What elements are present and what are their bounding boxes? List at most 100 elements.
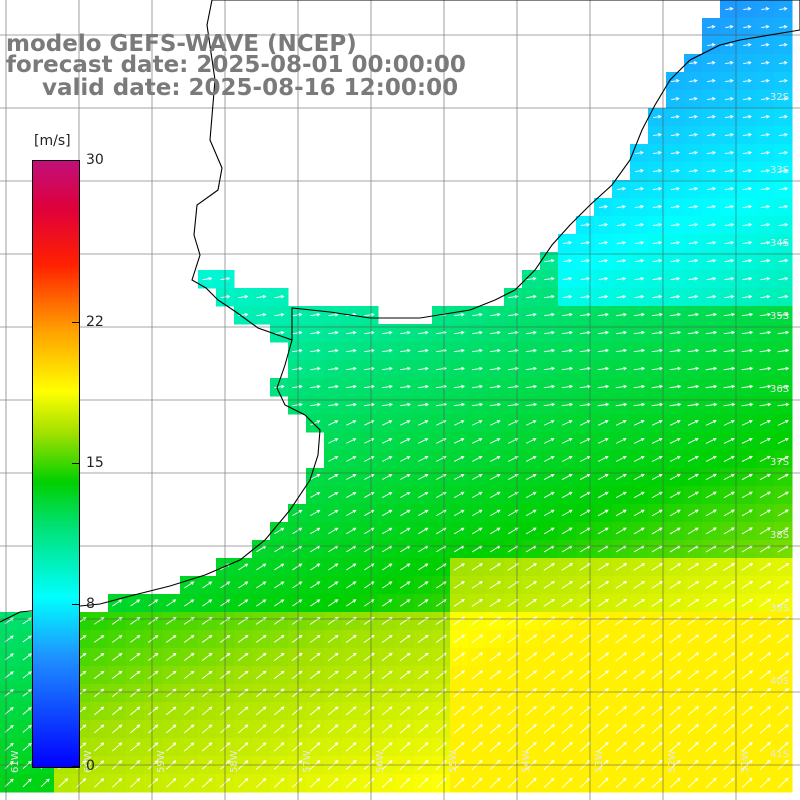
wind-arrow — [705, 491, 717, 499]
wind-arrow-head — [712, 150, 717, 155]
wind-arrow — [525, 652, 537, 662]
wind-arrow — [651, 742, 663, 752]
wind-arrow — [579, 706, 591, 716]
wind-arrow — [543, 349, 555, 353]
wind-arrow-head — [532, 491, 537, 496]
wind-arrow — [561, 706, 573, 716]
wind-arrow — [489, 563, 501, 571]
wind-arrow — [669, 688, 681, 698]
wind-arrow-head — [406, 456, 411, 460]
wind-arrow-head — [767, 634, 772, 638]
wind-arrow-head — [623, 312, 627, 317]
wind-arrow — [670, 187, 680, 191]
wind-arrow — [688, 259, 698, 263]
wind-arrow-head — [460, 456, 465, 460]
wind-arrow-head — [658, 186, 663, 191]
latitude-label: 38S — [770, 530, 789, 541]
wind-arrow — [724, 277, 734, 281]
wind-arrow — [705, 331, 717, 335]
wind-arrow-head — [406, 670, 411, 675]
wind-arrow — [597, 349, 609, 353]
wind-arrow — [274, 313, 284, 317]
wind-arrow-head — [731, 473, 735, 478]
wind-arrow — [543, 313, 555, 317]
wind-arrow — [256, 313, 266, 317]
wind-arrow — [129, 635, 141, 643]
wind-arrow — [760, 133, 770, 137]
wind-arrow — [165, 688, 177, 698]
wind-arrow — [471, 634, 483, 644]
wind-arrow — [634, 277, 644, 281]
wind-arrow-head — [783, 24, 788, 29]
wind-arrow-head — [370, 330, 375, 335]
wind-arrow-head — [10, 635, 14, 639]
wind-arrow-head — [244, 777, 249, 782]
wind-arrow-head — [298, 777, 303, 782]
wind-arrow — [418, 331, 428, 335]
wind-arrow — [309, 403, 321, 407]
wind-arrow — [561, 331, 573, 335]
wind-arrow — [633, 670, 645, 680]
wind-arrow — [202, 581, 212, 589]
wind-arrow — [418, 509, 428, 517]
wind-arrow — [741, 742, 753, 752]
wind-arrow-head — [623, 670, 628, 674]
wind-arrow-head — [605, 312, 609, 317]
wind-arrow-head — [695, 670, 700, 674]
wind-arrow-head — [711, 60, 716, 65]
wind-arrow-head — [118, 599, 123, 603]
wind-arrow-head — [424, 599, 429, 603]
wind-arrow — [364, 563, 374, 571]
wind-arrow — [579, 545, 591, 553]
wind-arrow — [615, 420, 627, 426]
wind-arrow — [705, 598, 717, 608]
wind-arrow-head — [496, 312, 501, 317]
wind-arrow-head — [731, 634, 736, 638]
wind-arrow-head — [640, 509, 645, 513]
wind-arrow — [779, 62, 787, 64]
wind-arrow — [291, 706, 303, 716]
wind-arrow-head — [676, 777, 681, 782]
wind-arrow — [147, 670, 159, 680]
wind-arrow-head — [118, 760, 123, 764]
wind-arrow-head — [497, 670, 502, 674]
wind-arrow — [472, 331, 482, 335]
wind-arrow — [454, 438, 464, 444]
wind-arrow-head — [136, 688, 141, 693]
wind-arrow-head — [658, 204, 663, 209]
wind-arrow-head — [316, 330, 321, 335]
wind-arrow — [633, 527, 645, 535]
wind-arrow — [256, 581, 266, 589]
wind-arrow — [759, 778, 771, 788]
wind-arrow-head — [767, 420, 771, 424]
wind-arrow — [346, 438, 356, 444]
wind-arrow — [148, 724, 158, 734]
wind-arrow-head — [658, 150, 662, 155]
wind-arrow — [561, 545, 573, 553]
wind-arrow-head — [569, 366, 574, 371]
wind-arrow-head — [676, 420, 681, 424]
wind-arrow — [417, 742, 429, 752]
wind-arrow-head — [569, 670, 574, 674]
wind-arrow-head — [316, 706, 321, 710]
wind-arrow-head — [334, 742, 339, 746]
wind-arrow — [724, 259, 734, 263]
wind-arrow — [633, 724, 645, 734]
wind-arrow-head — [370, 509, 375, 514]
wind-arrow — [345, 742, 357, 752]
wind-arrow-head — [586, 294, 591, 299]
wind-arrow-head — [298, 688, 303, 693]
wind-arrow — [724, 223, 734, 227]
wind-arrow-head — [766, 132, 771, 137]
wind-arrow — [238, 599, 248, 607]
wind-arrow-head — [388, 724, 393, 728]
wind-arrow-head — [262, 760, 267, 764]
wind-arrow-head — [533, 688, 538, 692]
wind-arrow — [723, 491, 735, 499]
wind-arrow — [598, 259, 608, 263]
wind-arrow — [399, 742, 411, 752]
wind-arrow — [489, 670, 501, 680]
wind-arrow — [346, 545, 356, 553]
wind-arrow-head — [748, 186, 753, 191]
